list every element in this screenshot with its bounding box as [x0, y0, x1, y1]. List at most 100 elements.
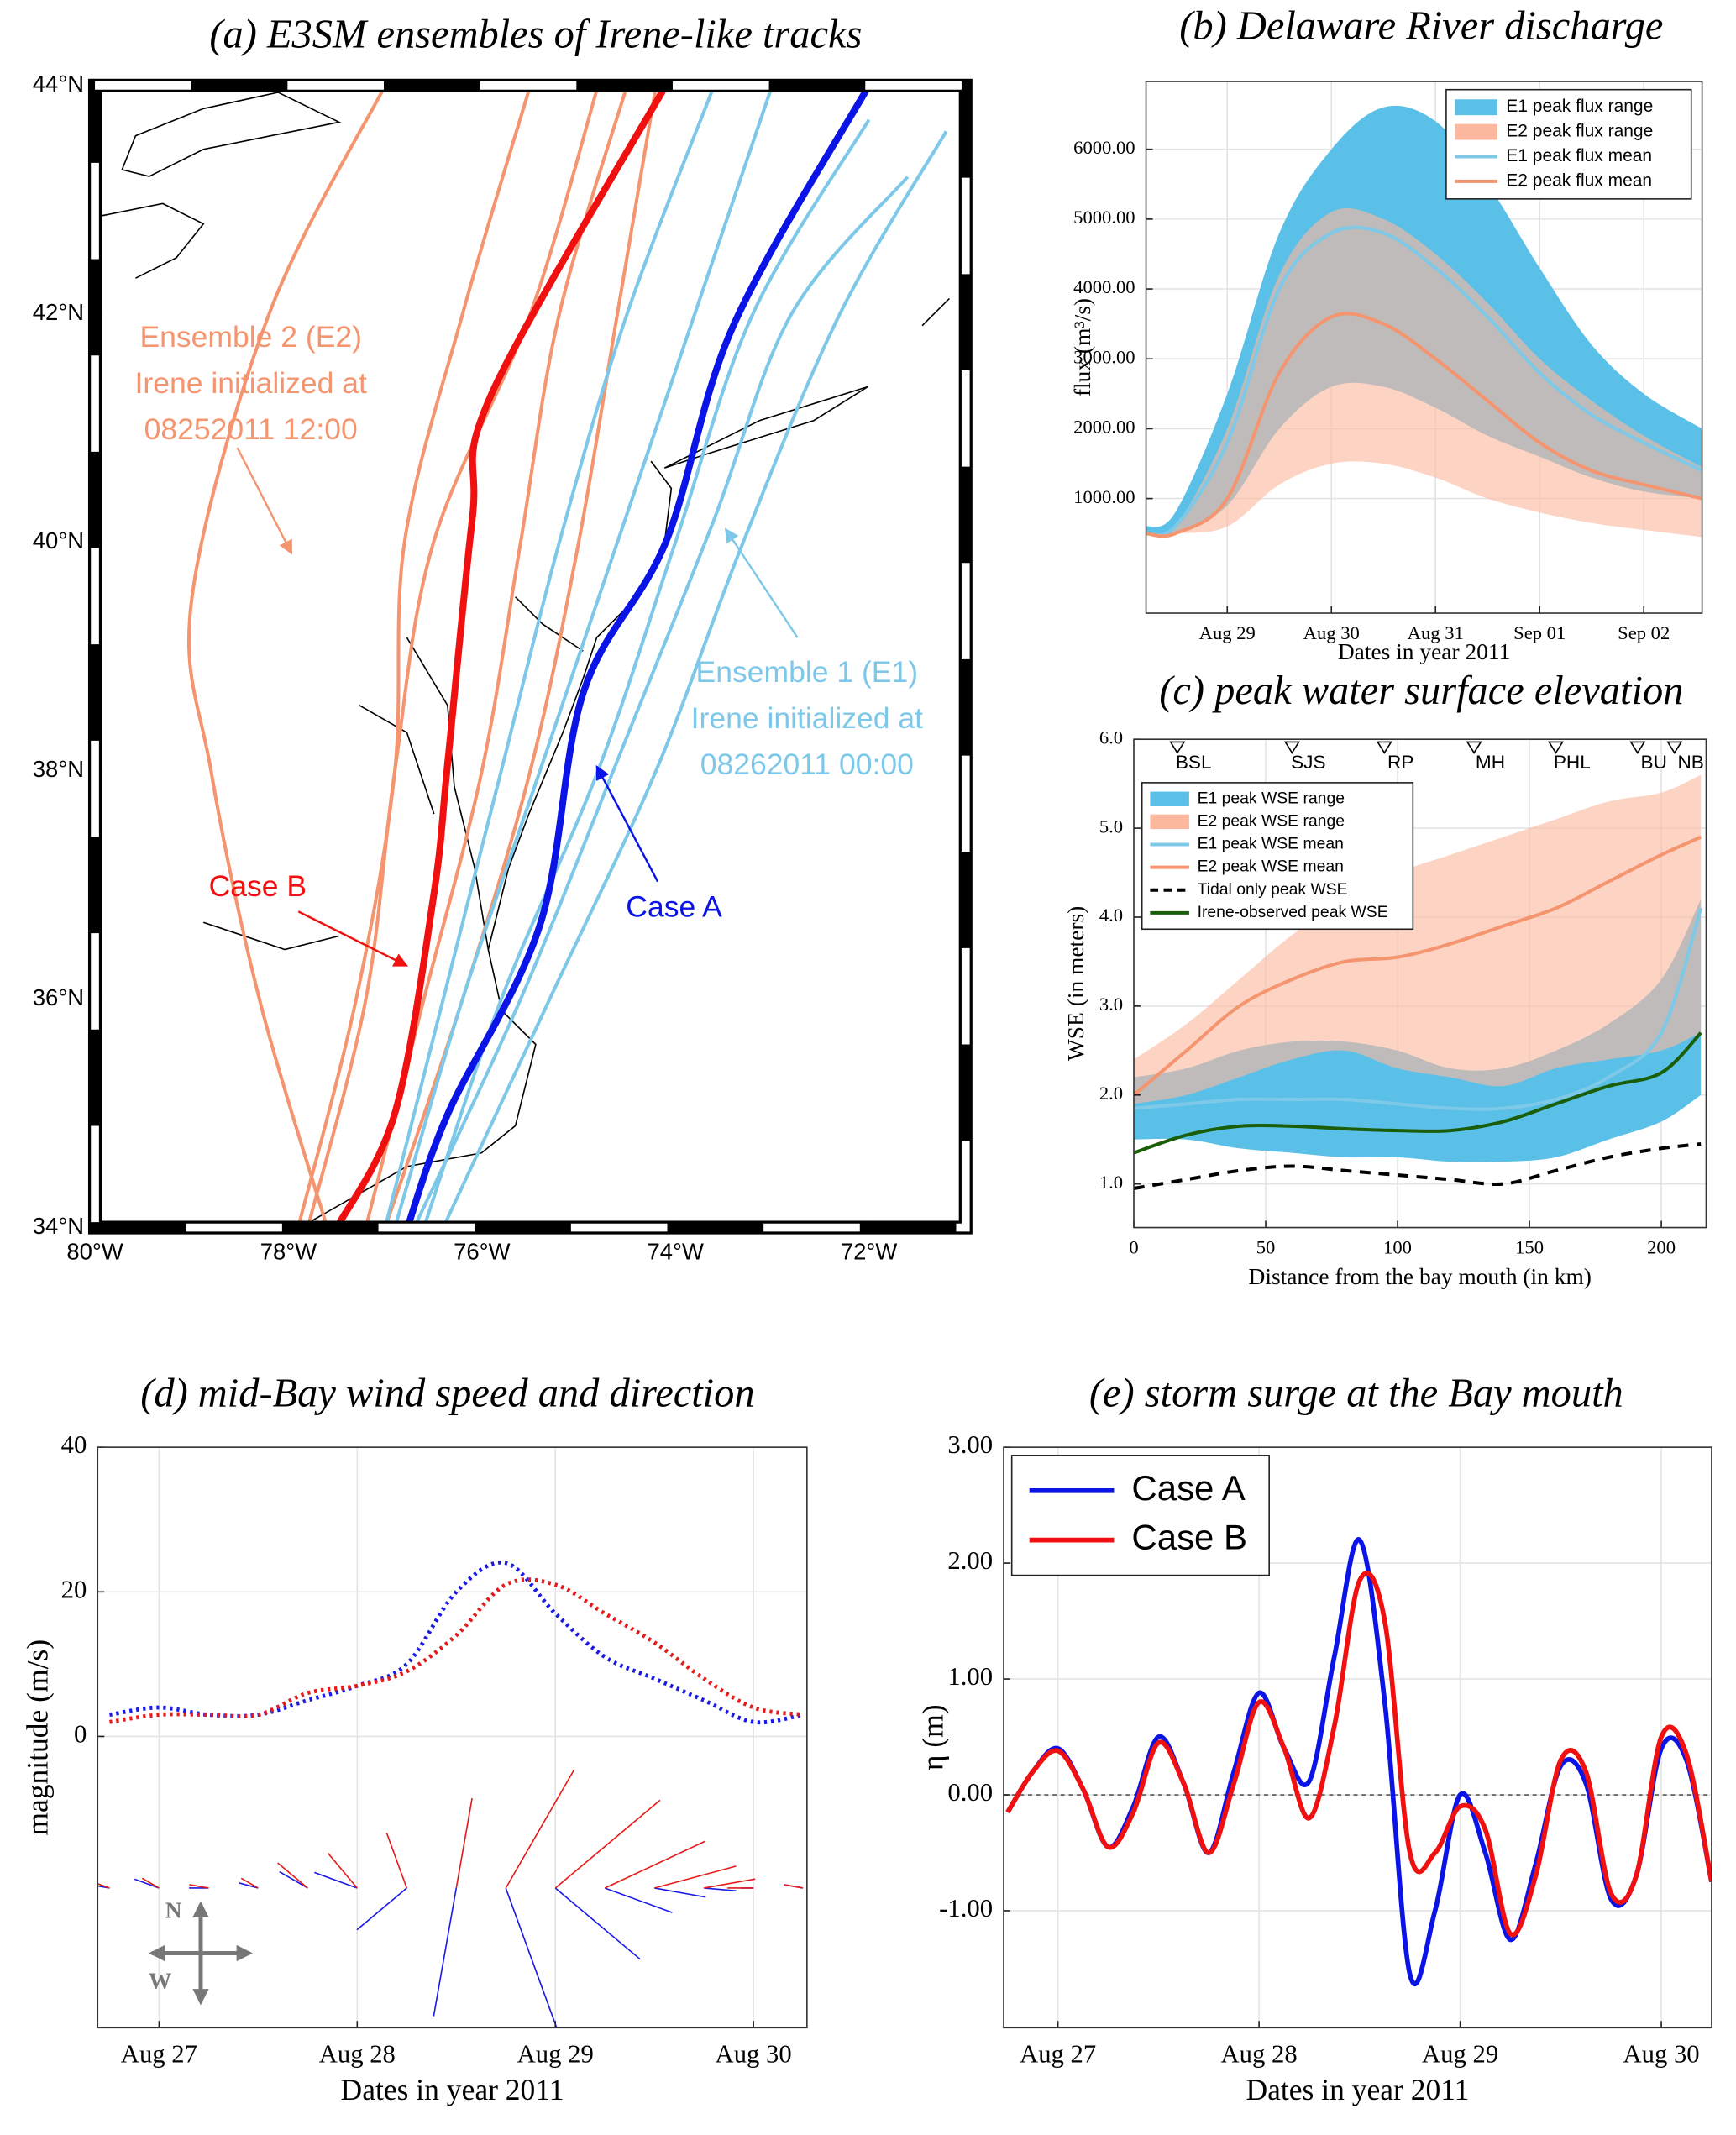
map-frame-checker — [91, 81, 970, 1232]
x-tick-label: Sep 02 — [1618, 622, 1670, 643]
y-tick-label: -1.00 — [939, 1894, 993, 1923]
axes: (b) Delaware River discharge Dates in yea… — [1070, 4, 1703, 664]
ensemble-track — [186, 85, 387, 1228]
panel: (a) E3SM ensembles of Irene-like tracks 8… — [33, 12, 973, 1264]
x-axis-label: Dates in year 2011 — [341, 2073, 564, 2106]
legend-box — [1010, 1455, 1270, 1576]
y-tick-label: 4000.00 — [1073, 276, 1135, 297]
plot-background — [97, 1447, 807, 2028]
y-tick-label: 6000.00 — [1073, 137, 1135, 158]
range-area — [1146, 207, 1702, 538]
legend: E1 peak flux range E2 peak flux range E1 p… — [1445, 88, 1692, 200]
station-label: MH — [1476, 752, 1505, 773]
axes: (e) storm surge at the Bay mouth Dates in… — [915, 1372, 1712, 2106]
y-tick-label: 0 — [74, 1719, 87, 1748]
legend-swatch — [1455, 99, 1497, 116]
y-tick-label: 44°N — [33, 71, 84, 97]
station-label: NB — [1677, 752, 1703, 773]
legend-label: E1 peak flux range — [1506, 97, 1653, 116]
legend-label: Irene-observed peak WSE — [1198, 903, 1388, 921]
legend-label: E2 peak flux mean — [1506, 170, 1652, 190]
axes: (c) peak water surface elevation Distance… — [1063, 669, 1707, 1289]
chart-title: (b) Delaware River discharge — [1179, 4, 1663, 49]
wind-stick — [277, 1862, 308, 1889]
series-line — [1134, 835, 1702, 1097]
station-marker — [1547, 741, 1564, 754]
station-label: RP — [1387, 752, 1413, 773]
series-line — [1134, 1142, 1702, 1190]
panel: (d) mid-Bay wind speed and direction Date… — [21, 1372, 808, 2106]
x-axis-label: Distance from the bay mouth (in km) — [1249, 1264, 1592, 1289]
plot-frame — [97, 1446, 808, 2029]
y-tick-label: 34°N — [33, 1213, 84, 1239]
y-axis-label: magnitude (m/s) — [21, 1639, 55, 1836]
ensemble-track — [296, 85, 532, 1228]
x-tick-label: Aug 30 — [716, 2039, 792, 2068]
y-tick-label: 2.0 — [1099, 1083, 1123, 1104]
legend-label: E2 peak flux range — [1506, 122, 1653, 141]
x-tick-label: Aug 31 — [1408, 622, 1464, 643]
y-tick-label: 5.0 — [1099, 816, 1123, 837]
range-area — [1134, 899, 1702, 1162]
wind-stick — [240, 1877, 259, 1889]
station-marker — [1169, 741, 1186, 754]
wind-stick — [239, 1882, 259, 1889]
y-tick-label: 5000.00 — [1073, 207, 1135, 228]
coastline — [406, 596, 584, 950]
case-track — [333, 85, 669, 1228]
wind-stick — [97, 1882, 110, 1889]
panel: (e) storm surge at the Bay mouth Dates in… — [915, 1372, 1712, 2106]
ensemble-track — [383, 85, 716, 1228]
series-line — [1146, 225, 1702, 538]
annotation-arrow — [595, 765, 659, 883]
plot-frame — [1003, 1446, 1712, 2029]
axes: (d) mid-Bay wind speed and direction Date… — [21, 1372, 808, 2106]
plot-area — [1005, 1537, 1712, 1986]
annotation-arrow — [724, 527, 799, 638]
chart-title: (c) peak water surface elevation — [1159, 669, 1683, 713]
legend-label: Case B — [1131, 1518, 1247, 1557]
x-tick-label: 0 — [1129, 1237, 1138, 1258]
legend-label: Tidal only peak WSE — [1198, 880, 1348, 899]
y-tick-label: 42°N — [33, 299, 84, 325]
wind-stick — [314, 1871, 358, 1889]
panel: (c) peak water surface elevation Distance… — [1063, 669, 1707, 1289]
wind-stick — [455, 1797, 473, 1889]
plot-frame — [1145, 81, 1703, 614]
wind-stick — [505, 1769, 575, 1889]
legend-swatch — [1150, 814, 1189, 830]
x-tick-label: 78°W — [260, 1238, 317, 1264]
y-tick-label: 3.00 — [947, 1430, 993, 1459]
y-tick-label: 40 — [61, 1430, 87, 1459]
y-tick-label: 3.0 — [1099, 994, 1123, 1015]
station-label: SJS — [1291, 752, 1325, 773]
x-tick-label: 74°W — [647, 1238, 703, 1264]
station-marker — [1466, 741, 1482, 754]
station-label: BU — [1641, 752, 1667, 773]
legend-label: E1 peak WSE mean — [1198, 835, 1344, 853]
case-track — [404, 85, 873, 1228]
wind-stick — [604, 1840, 705, 1889]
chart-title: (d) mid-Bay wind speed and direction — [140, 1372, 754, 1416]
wind-stick — [433, 1887, 458, 2017]
station-label: PHL — [1554, 752, 1591, 773]
annotation: Case B — [209, 869, 307, 903]
wind-stick — [505, 1887, 558, 2028]
x-axis-label: Dates in year 2011 — [1338, 639, 1510, 664]
chart-title: (e) storm surge at the Bay mouth — [1089, 1372, 1623, 1416]
annotation: 08252011 12:00 — [144, 412, 358, 446]
legend-swatch — [1150, 791, 1189, 806]
axes: (a) E3SM ensembles of Irene-like tracks 8… — [33, 12, 973, 1264]
y-tick-label: 0.00 — [947, 1778, 993, 1807]
x-tick-label: 80°W — [66, 1238, 123, 1264]
x-tick-label: Sep 01 — [1513, 622, 1566, 643]
x-tick-label: Aug 29 — [1422, 2039, 1498, 2068]
y-tick-label: 2000.00 — [1073, 417, 1135, 438]
legend: E1 peak WSE range E2 peak WSE range E1 pea… — [1141, 782, 1414, 931]
x-tick-label: 50 — [1256, 1237, 1276, 1258]
y-axis-label: flux (m³/s) — [1070, 298, 1095, 396]
coastline — [95, 202, 205, 279]
range-area — [1134, 774, 1702, 1104]
